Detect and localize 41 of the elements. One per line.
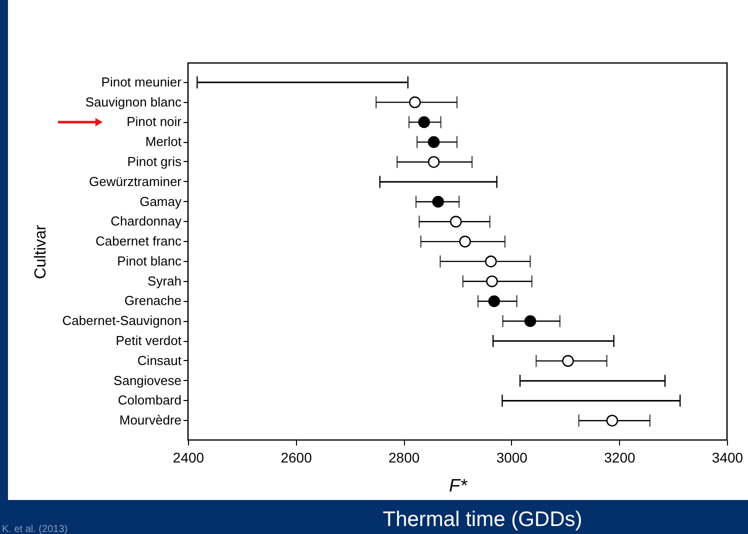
y-tick-label: Syrah <box>148 273 182 288</box>
x-tick-label: 2400 <box>172 450 204 466</box>
y-tick-label: Chardonnay <box>110 214 182 229</box>
y-tick-label: Gamay <box>140 194 182 209</box>
y-tick-label: Pinot blanc <box>117 253 182 268</box>
y-tick-label: Petit verdot <box>116 333 182 348</box>
text: Thermal time (GDDs) <box>382 508 582 531</box>
point <box>562 355 574 367</box>
point <box>459 236 471 248</box>
y-tick-label: Pinot noir <box>126 114 182 130</box>
text: K. et al. (2013) <box>2 524 68 534</box>
point <box>488 295 500 308</box>
y-tick-label: Sauvignon blanc <box>85 94 182 110</box>
y-tick-label: Pinot gris <box>127 154 182 169</box>
point <box>485 256 497 268</box>
x-tick-label: 3400 <box>712 450 744 466</box>
point <box>418 116 430 128</box>
point <box>409 96 421 108</box>
y-tick-label: Cinsaut <box>137 352 182 368</box>
y-tick-label: Colombard <box>118 392 182 408</box>
point <box>450 216 462 228</box>
point <box>432 196 444 208</box>
point <box>486 275 498 288</box>
point <box>428 156 440 168</box>
y-tick-label: Merlot <box>145 134 182 150</box>
y-tick-label: Sangiovese <box>114 372 182 388</box>
point <box>428 136 440 148</box>
y-tick-label: Mourvèdre <box>119 412 182 428</box>
y-axis-title: Cultivar <box>32 224 50 280</box>
x-tick-label: 2600 <box>280 450 312 466</box>
y-tick-label: Gewürztraminer <box>89 174 182 189</box>
x-tick-label: 3000 <box>496 450 528 466</box>
x-tick-label: 2800 <box>388 450 420 466</box>
y-tick-label: Grenache <box>124 293 182 308</box>
x-axis-title: F* <box>449 476 468 496</box>
y-tick-label: Cabernet-Sauvignon <box>62 313 182 328</box>
point <box>524 315 536 328</box>
x-tick-label: 3200 <box>604 450 636 466</box>
point <box>606 414 618 426</box>
y-tick-label: Cabernet franc <box>96 234 182 249</box>
y-tick-label: Pinot meunier <box>101 74 182 90</box>
